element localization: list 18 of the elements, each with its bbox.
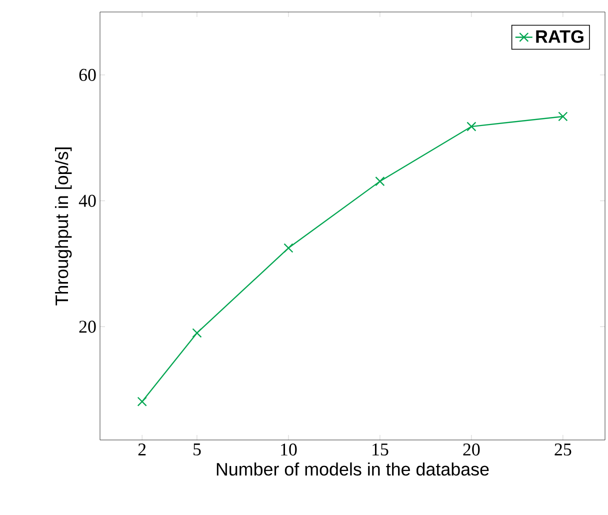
x-tick-label: 5 [194,443,201,456]
point [284,243,294,253]
point [466,122,476,132]
y-tick-label: 40 [78,194,96,207]
x-tick-label: 15 [372,444,388,456]
point [558,112,568,122]
y-tick-label: 20 [79,320,96,333]
legend-label: RATG [536,30,584,43]
x-axis-title: Number of models in the database [216,462,489,476]
point [375,176,385,186]
x-tick-label: 10 [281,444,297,456]
point [137,396,147,406]
y-axis-title: Throughput in [op/s] [54,148,72,306]
x-tick-label: 20 [463,444,480,456]
point [192,328,202,338]
x-tick-label: 2 [138,444,146,456]
y-tick-label: 60 [79,68,96,81]
x-tick-label: 25 [554,444,572,456]
